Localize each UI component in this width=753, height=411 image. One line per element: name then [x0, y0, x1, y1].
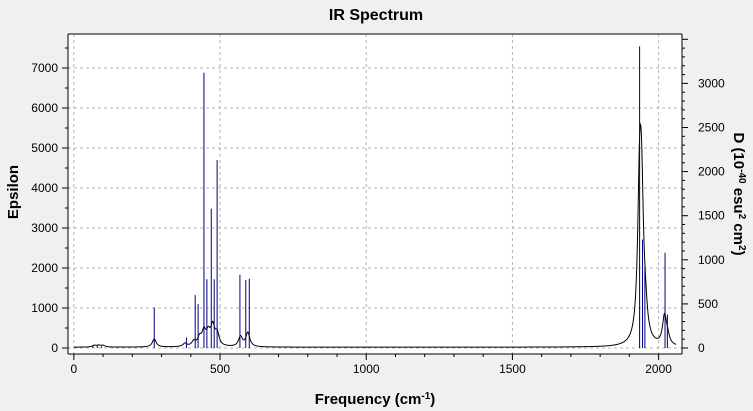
y2-tick-label: 2500 [698, 120, 725, 134]
y-tick-label: 2000 [31, 261, 58, 275]
y2-axis-ticks: 0 500 1000 1500 2000 2500 3000 [682, 38, 725, 355]
y-tick-label: 5000 [31, 141, 58, 155]
y2-tick-label: 2000 [698, 165, 725, 179]
y-tick-label: 6000 [31, 101, 58, 115]
stick-spectrum [92, 46, 668, 349]
chart-title: IR Spectrum [329, 7, 423, 24]
y-tick-label: 1000 [31, 301, 58, 315]
y2-tick-label: 1500 [698, 209, 725, 223]
y2-tick-label: 0 [698, 341, 705, 355]
x-tick-label: 2000 [645, 362, 672, 376]
y-tick-label: 7000 [31, 61, 58, 75]
y-tick-label: 3000 [31, 221, 58, 235]
y-axis-label: Epsilon [5, 165, 22, 219]
x-tick-label: 500 [210, 362, 230, 376]
y-tick-label: 0 [51, 341, 58, 355]
y-axis-ticks: 0 1000 2000 3000 4000 5000 6000 7000 [31, 47, 68, 355]
grid-lines [68, 34, 682, 354]
plot-area [68, 34, 682, 354]
x-axis-ticks: 0 500 1000 1500 2000 [71, 354, 672, 376]
y-tick-label: 4000 [31, 181, 58, 195]
x-tick-label: 1000 [353, 362, 380, 376]
x-axis-label: Frequency (cm-1) [315, 391, 436, 409]
x-tick-label: 0 [71, 362, 78, 376]
x-tick-label: 1500 [499, 362, 526, 376]
y2-tick-label: 1000 [698, 253, 725, 267]
y2-axis-label: D (10-40 esu2 cm2) [730, 132, 748, 255]
plot-frame [67, 33, 683, 355]
y2-tick-label: 500 [698, 297, 718, 311]
y2-tick-label: 3000 [698, 76, 725, 90]
spectrum-line [73, 122, 677, 348]
